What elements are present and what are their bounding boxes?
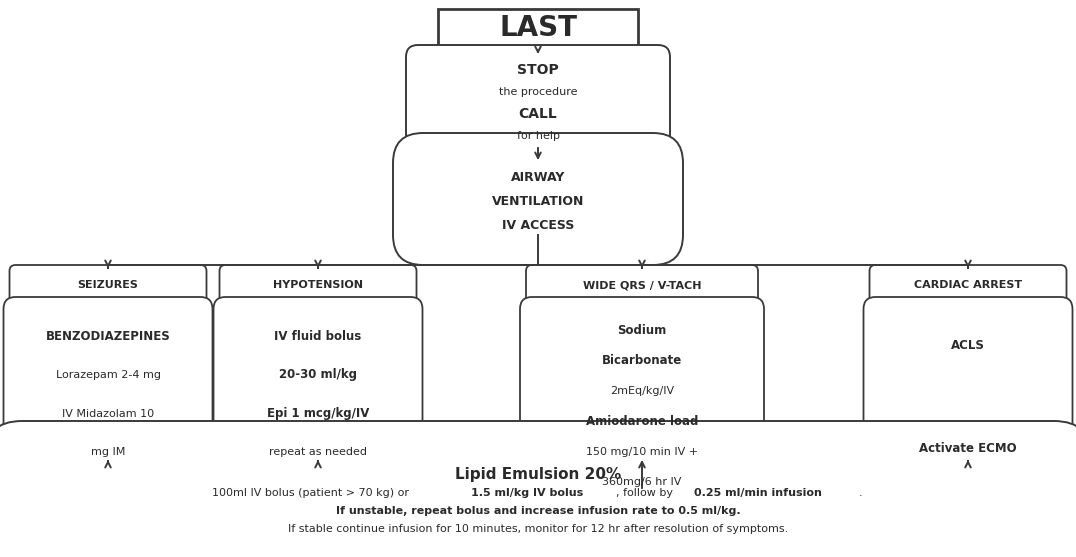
- Text: SEIZURES: SEIZURES: [77, 280, 139, 290]
- Text: ACLS: ACLS: [951, 339, 985, 351]
- Text: Amiodarone load: Amiodarone load: [585, 415, 698, 428]
- Text: WIDE QRS / V-TACH: WIDE QRS / V-TACH: [583, 280, 702, 290]
- Text: Epi 1 mcg/kg/IV: Epi 1 mcg/kg/IV: [267, 407, 369, 420]
- Text: AIRWAY: AIRWAY: [511, 171, 565, 184]
- Text: 1.5 ml/kg IV bolus: 1.5 ml/kg IV bolus: [471, 488, 583, 498]
- Text: .: .: [859, 488, 863, 498]
- Text: Sodium: Sodium: [618, 324, 667, 337]
- FancyBboxPatch shape: [213, 297, 423, 476]
- FancyBboxPatch shape: [406, 45, 670, 157]
- Text: for help: for help: [516, 131, 560, 141]
- Text: repeat as needed: repeat as needed: [269, 447, 367, 457]
- Text: STOP: STOP: [518, 63, 558, 77]
- Text: Lipid Emulsion 20%: Lipid Emulsion 20%: [455, 467, 621, 482]
- FancyBboxPatch shape: [3, 297, 212, 476]
- FancyBboxPatch shape: [864, 297, 1073, 476]
- FancyBboxPatch shape: [393, 133, 683, 265]
- FancyBboxPatch shape: [526, 265, 758, 305]
- FancyBboxPatch shape: [869, 265, 1066, 305]
- Text: , follow by: , follow by: [615, 488, 677, 498]
- Text: 0.25 ml/min infusion: 0.25 ml/min infusion: [694, 488, 822, 498]
- Text: 360mg/6 hr IV: 360mg/6 hr IV: [603, 477, 682, 487]
- FancyBboxPatch shape: [0, 421, 1076, 557]
- FancyBboxPatch shape: [10, 265, 207, 305]
- Text: LAST: LAST: [499, 14, 577, 42]
- Bar: [438, 9, 638, 47]
- Text: HYPOTENSION: HYPOTENSION: [273, 280, 363, 290]
- Text: mg IM: mg IM: [90, 447, 125, 457]
- Text: the procedure: the procedure: [499, 87, 577, 97]
- Text: 100ml IV bolus (patient > 70 kg) or: 100ml IV bolus (patient > 70 kg) or: [212, 488, 413, 498]
- FancyBboxPatch shape: [520, 297, 764, 503]
- Text: BENZODIAZEPINES: BENZODIAZEPINES: [45, 330, 170, 343]
- Text: CARDIAC ARREST: CARDIAC ARREST: [914, 280, 1022, 290]
- Text: IV ACCESS: IV ACCESS: [501, 219, 575, 232]
- Text: 150 mg/10 min IV +: 150 mg/10 min IV +: [586, 447, 698, 457]
- FancyBboxPatch shape: [220, 265, 416, 305]
- Text: 2mEq/kg/IV: 2mEq/kg/IV: [610, 386, 674, 396]
- Text: CALL: CALL: [519, 107, 557, 121]
- Text: VENTILATION: VENTILATION: [492, 195, 584, 208]
- Text: Lorazepam 2-4 mg: Lorazepam 2-4 mg: [56, 370, 160, 380]
- Text: 20-30 ml/kg: 20-30 ml/kg: [279, 368, 357, 382]
- Text: IV Midazolam 10: IV Midazolam 10: [62, 409, 154, 419]
- Text: Bicarbonate: Bicarbonate: [601, 354, 682, 367]
- Text: If unstable, repeat bolus and increase infusion rate to 0.5 ml/kg.: If unstable, repeat bolus and increase i…: [336, 506, 740, 516]
- Text: Activate ECMO: Activate ECMO: [919, 442, 1017, 455]
- Text: IV fluid bolus: IV fluid bolus: [274, 330, 362, 343]
- Text: If stable continue infusion for 10 minutes, monitor for 12 hr after resolution o: If stable continue infusion for 10 minut…: [288, 524, 788, 534]
